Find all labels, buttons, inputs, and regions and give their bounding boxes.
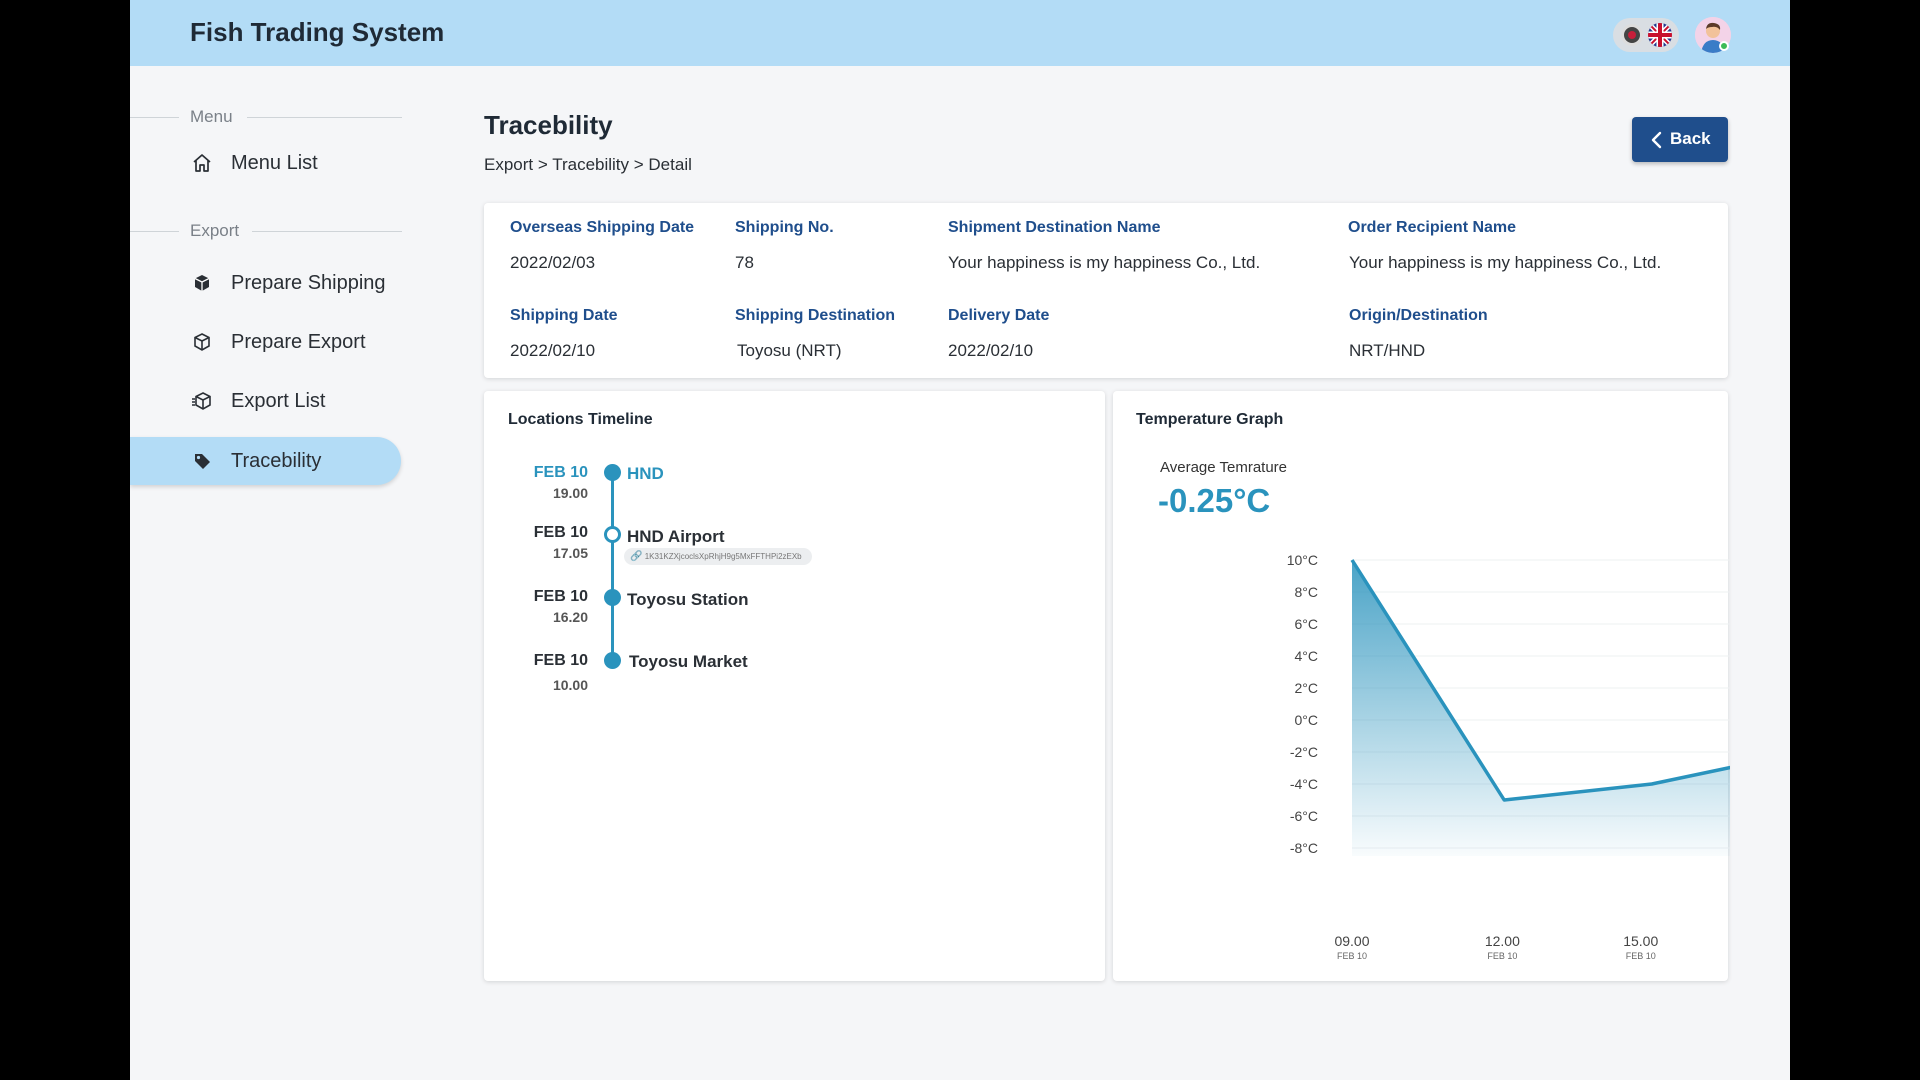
x-tick-label: 12.00	[1485, 933, 1520, 949]
order-recipient-name-value: Your happiness is my happiness Co., Ltd.	[1349, 253, 1662, 272]
y-tick-label: 8°C	[1295, 584, 1319, 600]
timeline-line	[611, 472, 614, 662]
shipping-date-label: Shipping Date	[510, 307, 618, 324]
shipping-no-value: 78	[735, 253, 754, 272]
shipping-date-value: 2022/02/10	[510, 341, 596, 360]
timeline-date: FEB 10	[533, 652, 588, 669]
sidebar-item-label: Menu List	[231, 152, 318, 174]
sidebar-item-tracebility[interactable]: Tracebility	[130, 437, 401, 485]
y-tick-label: 0°C	[1295, 712, 1319, 728]
average-temperature-value: -0.25°C	[1158, 482, 1271, 519]
timeline-dot	[604, 652, 621, 669]
sidebar-item-label: Prepare Export	[231, 331, 366, 353]
timeline-place: Toyosu Market	[629, 652, 748, 671]
transaction-hash-chip[interactable]: 🔗 1K31KZXjcoclsXpRhjH9g5MxFFTHPi2zEXb	[624, 548, 812, 565]
temperature-line	[1350, 559, 1730, 802]
temperature-chart: 10°C 8°C 6°C 4°C 2°C 0°C -2°C -4°C -6°C -8°C 09.0…	[1287, 552, 1730, 961]
package-icon	[194, 275, 210, 291]
timeline-dot	[604, 589, 621, 606]
japan-flag-icon[interactable]	[1621, 24, 1643, 46]
order-recipient-name-label: Order Recipient Name	[1348, 219, 1517, 236]
tag-icon	[195, 454, 210, 469]
online-status-dot	[1719, 41, 1729, 51]
overseas-shipping-date-value: 2022/02/03	[510, 253, 596, 272]
timeline-date: FEB 10	[533, 464, 588, 481]
y-axis: 10°C 8°C 6°C 4°C 2°C 0°C -2°C -4°C -6°C -8°C	[1287, 552, 1318, 856]
y-tick-label: -6°C	[1290, 808, 1318, 824]
shipment-details-card: Overseas Shipping Date 2022/02/03 Shippi…	[484, 203, 1728, 378]
shipment-destination-name-value: Your happiness is my happiness Co., Ltd.	[948, 253, 1261, 272]
back-button-label: Back	[1670, 129, 1711, 148]
app-window: Fish Trading System Menu	[130, 0, 1790, 1080]
overseas-shipping-date-label: Overseas Shipping Date	[510, 219, 695, 236]
shipping-destination-value: Toyosu (NRT)	[737, 341, 842, 360]
x-tick-label: 15.00	[1623, 933, 1658, 949]
y-tick-label: 10°C	[1287, 552, 1318, 568]
divider	[130, 117, 179, 118]
chevron-left-icon	[1651, 131, 1662, 149]
average-temperature-label: Average Temrature	[1160, 459, 1288, 476]
timeline-place: HND	[627, 464, 664, 483]
page-title: Tracebility	[484, 110, 613, 140]
sidebar-section-menu: Menu	[190, 107, 233, 126]
y-tick-label: 2°C	[1295, 680, 1319, 696]
origin-destination-label: Origin/Destination	[1349, 307, 1488, 324]
y-tick-label: -8°C	[1290, 840, 1318, 856]
sidebar-item-label: Tracebility	[231, 450, 322, 472]
app-title: Fish Trading System	[190, 17, 445, 47]
timeline-dot	[604, 526, 621, 543]
timeline-time: 16.20	[552, 609, 588, 625]
timeline-place: Toyosu Station	[627, 590, 749, 609]
shipping-destination-label: Shipping Destination	[735, 307, 895, 324]
y-tick-label: 6°C	[1295, 616, 1319, 632]
breadcrumb: Export > Tracebility > Detail	[484, 155, 692, 174]
temperature-graph-title: Temperature Graph	[1136, 411, 1284, 428]
sidebar-section-export: Export	[190, 221, 240, 240]
top-bar: Fish Trading System	[130, 0, 1790, 66]
y-tick-label: 4°C	[1295, 648, 1319, 664]
delivery-date-value: 2022/02/10	[948, 341, 1034, 360]
x-tick-date: FEB 10	[1337, 951, 1367, 961]
shipping-no-label: Shipping No.	[735, 219, 834, 236]
divider	[252, 231, 402, 232]
x-tick-label: 09.00	[1334, 933, 1369, 949]
timeline-place: HND Airport	[627, 527, 725, 546]
delivery-date-label: Delivery Date	[948, 307, 1050, 324]
x-tick-date: FEB 10	[1487, 951, 1517, 961]
package-list-icon	[192, 392, 211, 410]
transaction-hash: 1K31KZXjcoclsXpRhjH9g5MxFFTHPi2zEXb	[644, 552, 802, 561]
timeline-date: FEB 10	[533, 588, 588, 605]
locations-timeline-card	[484, 391, 1105, 981]
link-icon: 🔗	[630, 551, 643, 562]
sidebar-item-prepare-export[interactable]: Prepare Export	[130, 318, 401, 366]
home-icon	[193, 154, 211, 172]
sidebar-item-menu-list[interactable]: Menu List	[130, 139, 401, 187]
back-button[interactable]: Back	[1632, 117, 1728, 162]
package-icon	[194, 333, 210, 351]
avatar[interactable]	[1695, 17, 1731, 53]
timeline-dot	[604, 464, 621, 481]
sidebar-item-label: Export List	[231, 390, 326, 412]
x-tick-date: FEB 10	[1626, 951, 1656, 961]
y-tick-label: -2°C	[1290, 744, 1318, 760]
timeline-title: Locations Timeline	[508, 411, 653, 428]
divider	[130, 231, 179, 232]
timeline-time: 10.00	[552, 677, 588, 693]
y-tick-label: -4°C	[1290, 776, 1318, 792]
shipment-destination-name-label: Shipment Destination Name	[948, 219, 1161, 236]
sidebar-item-prepare-shipping[interactable]: Prepare Shipping	[130, 259, 401, 307]
uk-flag-icon[interactable]	[1648, 23, 1672, 47]
timeline-time: 19.00	[552, 485, 588, 501]
timeline-time: 17.05	[552, 545, 588, 561]
sidebar-item-label: Prepare Shipping	[231, 272, 386, 294]
sidebar-item-export-list[interactable]: Export List	[130, 377, 401, 425]
temperature-area	[1352, 560, 1730, 856]
divider	[247, 117, 402, 118]
timeline-date: FEB 10	[533, 524, 588, 541]
origin-destination-value: NRT/HND	[1349, 341, 1426, 360]
